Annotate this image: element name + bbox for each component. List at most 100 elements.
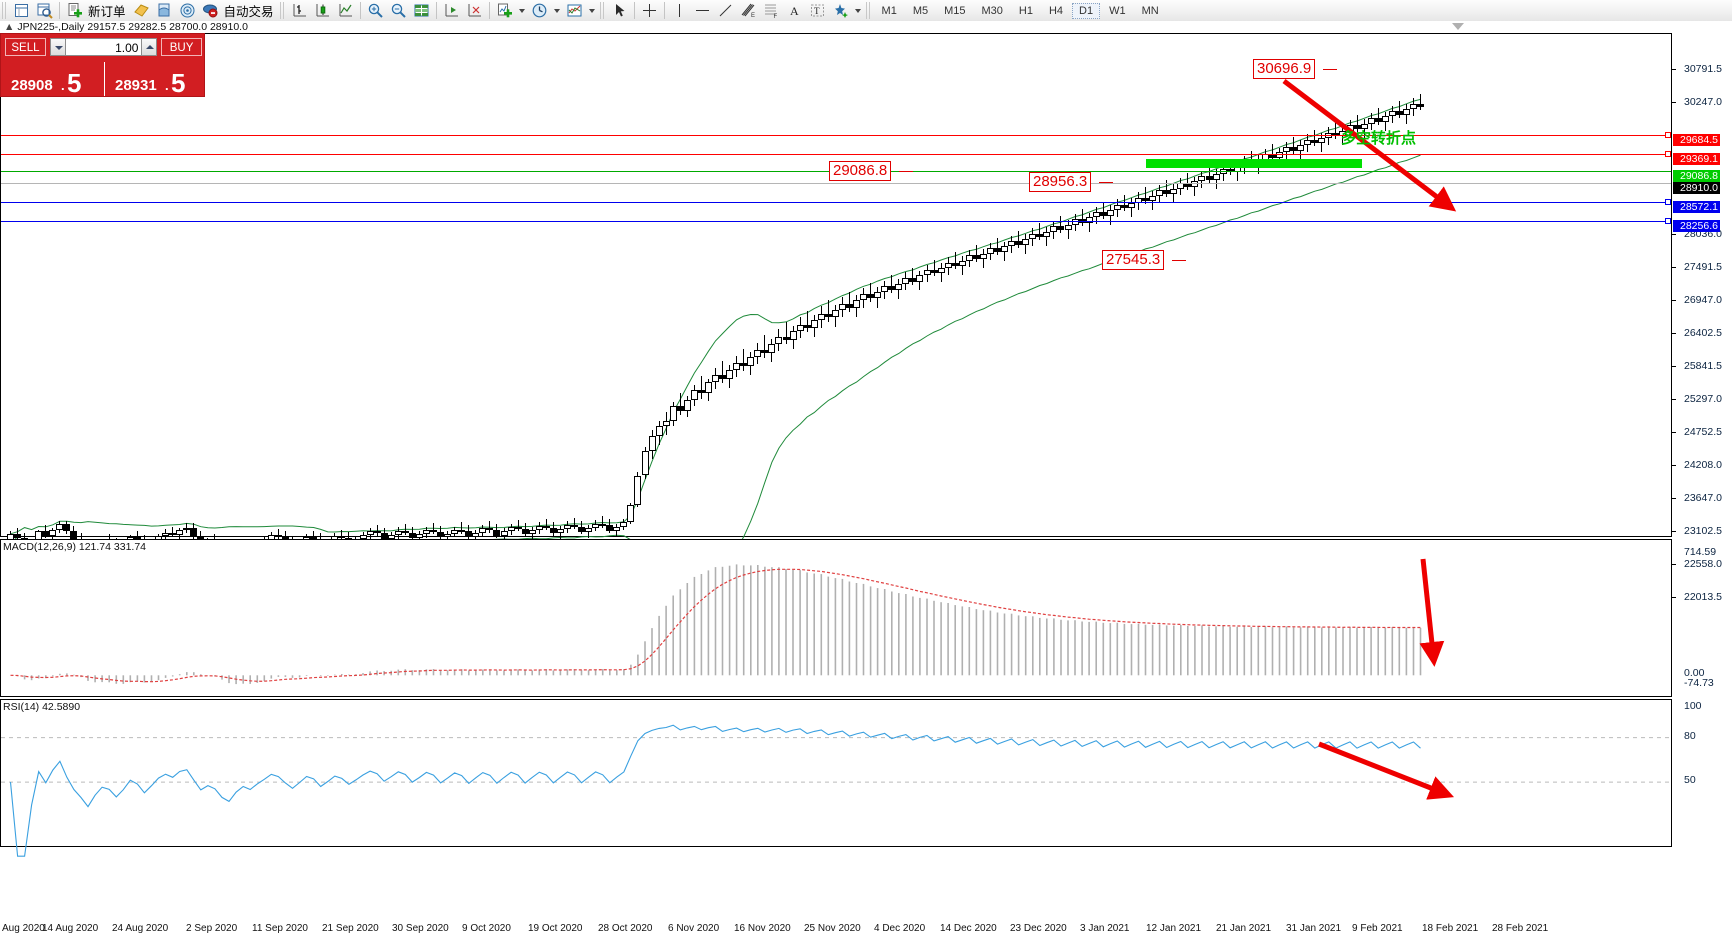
toolbar-grip-2[interactable] <box>279 2 286 19</box>
hline-29369-1-handle[interactable] <box>1665 151 1671 157</box>
price-label-28256-6[interactable]: 28256.6 <box>1673 220 1720 232</box>
zoom-in-icon[interactable] <box>364 0 387 21</box>
candle-wick <box>679 393 681 415</box>
tag-27545-3[interactable]: 27545.3 <box>1102 250 1165 270</box>
timeframe-m30[interactable]: M30 <box>981 4 1003 17</box>
candle-body-bullish <box>726 370 734 380</box>
hline-28910-0[interactable] <box>1 183 1671 184</box>
horizontal-line-icon[interactable] <box>691 0 714 21</box>
chart-shift-icon[interactable] <box>440 0 463 21</box>
tag-30696-9[interactable]: 30696.9 <box>1253 59 1316 79</box>
price-label-28910-0[interactable]: 28910.0 <box>1673 182 1720 194</box>
buy-price[interactable]: 28931 . 5 <box>109 62 205 96</box>
bar-chart-icon[interactable] <box>288 0 311 21</box>
signals-icon[interactable] <box>176 0 199 21</box>
navigator-icon[interactable] <box>153 0 176 21</box>
lot-size-input[interactable]: 1.00 <box>65 38 142 56</box>
price-axis[interactable]: 30791.5 30247.0 28036.0 27491.5 26947.0 26402… <box>1672 33 1732 602</box>
hline-29684-5[interactable] <box>1 135 1671 136</box>
timeframe-h4[interactable]: H4 <box>1048 4 1064 17</box>
timeframe-mn[interactable]: MN <box>1141 4 1159 17</box>
price-label-28572-1[interactable]: 28572.1 <box>1673 201 1720 213</box>
toolbar-grip-4[interactable] <box>865 2 872 19</box>
candle-body-bullish <box>923 269 931 276</box>
sell-price[interactable]: 28908 . 5 <box>5 62 101 96</box>
hline-28256-6-handle[interactable] <box>1665 218 1671 224</box>
candle-body-bearish <box>380 533 388 539</box>
price-panel[interactable]: 30696.9 29086.8 28956.3 27545.3 多空转折点 <box>0 33 1672 588</box>
period-chevron-down-icon[interactable] <box>553 8 560 13</box>
grid-icon[interactable] <box>410 0 433 21</box>
toolbar-grip-3[interactable] <box>599 2 606 19</box>
price-label-29369-1[interactable]: 29369.1 <box>1673 153 1720 165</box>
equidistant-channel-icon[interactable]: E <box>737 0 760 21</box>
shapes-icon[interactable] <box>829 0 852 21</box>
candle-body-bullish <box>648 436 656 451</box>
tag-29086-8[interactable]: 29086.8 <box>829 161 892 181</box>
fibonacci-icon[interactable]: F <box>760 0 783 21</box>
hline-28572-1[interactable] <box>1 202 1671 203</box>
text-label-icon[interactable]: T <box>806 0 829 21</box>
timeframe-m15[interactable]: M15 <box>944 4 966 17</box>
candle-wick <box>848 292 850 312</box>
shapes-chevron-down-icon[interactable] <box>854 8 861 13</box>
data-window-icon[interactable] <box>130 0 153 21</box>
templates-chevron-down-icon[interactable] <box>588 8 595 13</box>
new-order-label[interactable]: 新订单 <box>88 5 126 19</box>
toolbar-separator-5 <box>488 2 490 19</box>
candle-body-bearish <box>14 533 22 539</box>
rsi-axis[interactable]: 100 80 50 <box>1672 699 1732 847</box>
indicators-icon[interactable] <box>493 0 516 21</box>
timeframe-d1[interactable]: D1 <box>1072 2 1101 19</box>
timeframe-m5[interactable]: M5 <box>912 4 929 17</box>
lot-increase-button[interactable] <box>141 38 158 56</box>
candlestick-chart-icon[interactable] <box>311 0 334 21</box>
sell-button[interactable]: SELL <box>5 38 46 56</box>
timeframe-h1[interactable]: H1 <box>1018 4 1033 17</box>
rsi-panel[interactable]: RSI(14) 42.5890 <box>0 699 1672 857</box>
green-zone-highlight[interactable] <box>1146 159 1362 168</box>
macd-axis[interactable]: 714.59 0.00 -74.73 <box>1672 539 1732 697</box>
period-icon[interactable] <box>528 0 551 21</box>
hline-28572-1-handle[interactable] <box>1665 199 1671 205</box>
date-label-8: 19 Oct 2020 <box>528 923 583 934</box>
line-chart-icon[interactable] <box>334 0 357 21</box>
tag-28956-3[interactable]: 28956.3 <box>1029 172 1092 192</box>
autotrade-icon[interactable] <box>199 0 222 21</box>
text-icon[interactable]: A <box>783 0 806 21</box>
hline-28256-6[interactable] <box>1 221 1671 222</box>
price-label-29086-8[interactable]: 29086.8 <box>1673 170 1720 182</box>
time-axis[interactable]: Aug 2020 14 Aug 2020 24 Aug 2020 2 Sep 2020… <box>0 919 1672 943</box>
candle-body-bullish <box>1388 110 1396 117</box>
tick-mark <box>1672 432 1676 433</box>
vertical-line-icon[interactable] <box>668 0 691 21</box>
toolbar-grip[interactable] <box>2 2 8 19</box>
zoom-out-icon[interactable] <box>387 0 410 21</box>
terminal-icon[interactable] <box>10 0 33 21</box>
indicators-chevron-down-icon[interactable] <box>518 8 525 13</box>
new-order-icon[interactable] <box>63 0 86 21</box>
candle-wick <box>1398 100 1400 118</box>
market-watch-icon[interactable] <box>33 0 56 21</box>
timeframe-m1[interactable]: M1 <box>881 4 897 17</box>
price-label-29684-5[interactable]: 29684.5 <box>1673 134 1720 146</box>
tick-mark <box>1672 531 1676 532</box>
crosshair-icon[interactable] <box>638 0 661 21</box>
templates-icon[interactable] <box>563 0 586 21</box>
autotrade-label[interactable]: 自动交易 <box>223 5 274 19</box>
buy-button[interactable]: BUY <box>161 38 203 56</box>
hline-29369-1[interactable] <box>1 154 1671 155</box>
cursor-icon[interactable] <box>608 0 631 21</box>
chart-scroll-marker[interactable] <box>1452 23 1464 30</box>
price-tick-24752-5: 24752.5 <box>1684 426 1722 438</box>
macd-panel[interactable]: MACD(12,26,9) 121.74 331.74 <box>0 539 1672 697</box>
auto-scroll-icon[interactable] <box>463 0 486 21</box>
lot-decrease-button[interactable] <box>49 38 66 56</box>
hline-29684-5-handle[interactable] <box>1665 132 1671 138</box>
candle-body-bullish <box>1156 190 1164 196</box>
trendline-icon[interactable] <box>714 0 737 21</box>
timeframe-w1[interactable]: W1 <box>1109 4 1126 17</box>
date-label-18: 21 Jan 2021 <box>1216 923 1272 934</box>
price-tick-28036-0: 28036.0 <box>1684 228 1722 240</box>
one-click-trading-panel[interactable]: SELL 1.00 BUY 28908 . 5 28931 . 5 <box>0 33 205 97</box>
